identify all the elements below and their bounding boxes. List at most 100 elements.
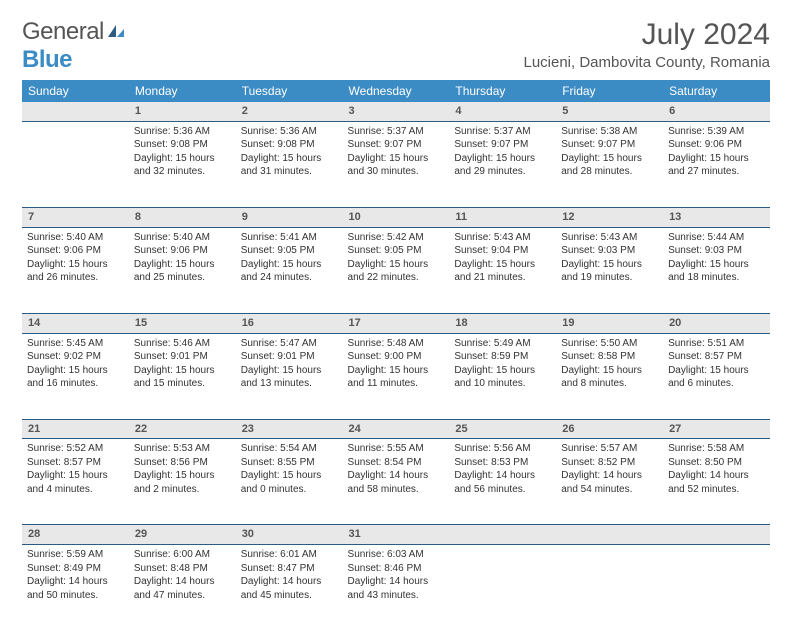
- day-number: 18: [449, 313, 556, 333]
- sunset-line: Sunset: 8:58 PM: [561, 350, 658, 364]
- sunrise-line: Sunrise: 5:40 AM: [27, 231, 124, 245]
- day-header-row: SundayMondayTuesdayWednesdayThursdayFrid…: [22, 80, 770, 102]
- sunrise-line: Sunrise: 5:50 AM: [561, 337, 658, 351]
- sunset-line: Sunset: 9:05 PM: [241, 244, 338, 258]
- daylight-line2: and 6 minutes.: [668, 377, 765, 391]
- sunset-line: Sunset: 9:01 PM: [241, 350, 338, 364]
- sunrise-line: Sunrise: 5:51 AM: [668, 337, 765, 351]
- calendar-table: SundayMondayTuesdayWednesdayThursdayFrid…: [22, 80, 770, 631]
- day-header: Friday: [556, 80, 663, 102]
- daylight-line1: Daylight: 15 hours: [454, 152, 551, 166]
- day-header: Tuesday: [236, 80, 343, 102]
- day-cell: Sunrise: 5:36 AMSunset: 9:08 PMDaylight:…: [236, 121, 343, 207]
- day-cell: [449, 545, 556, 631]
- week-row: Sunrise: 5:36 AMSunset: 9:08 PMDaylight:…: [22, 121, 770, 207]
- daylight-line1: Daylight: 15 hours: [348, 258, 445, 272]
- sunset-line: Sunset: 9:06 PM: [668, 138, 765, 152]
- daylight-line1: Daylight: 15 hours: [561, 258, 658, 272]
- daylight-line1: Daylight: 15 hours: [241, 258, 338, 272]
- daylight-line2: and 43 minutes.: [348, 589, 445, 603]
- daynum-row: 123456: [22, 102, 770, 121]
- day-header: Thursday: [449, 80, 556, 102]
- daylight-line1: Daylight: 15 hours: [668, 152, 765, 166]
- sunrise-line: Sunrise: 5:37 AM: [454, 125, 551, 139]
- sunset-line: Sunset: 8:48 PM: [134, 562, 231, 576]
- daylight-line2: and 26 minutes.: [27, 271, 124, 285]
- day-cell: Sunrise: 6:00 AMSunset: 8:48 PMDaylight:…: [129, 545, 236, 631]
- daylight-line1: Daylight: 15 hours: [454, 364, 551, 378]
- daylight-line2: and 29 minutes.: [454, 165, 551, 179]
- week-row: Sunrise: 5:40 AMSunset: 9:06 PMDaylight:…: [22, 227, 770, 313]
- day-cell: Sunrise: 5:50 AMSunset: 8:58 PMDaylight:…: [556, 333, 663, 419]
- sunrise-line: Sunrise: 5:53 AM: [134, 442, 231, 456]
- sunset-line: Sunset: 8:57 PM: [668, 350, 765, 364]
- daylight-line2: and 21 minutes.: [454, 271, 551, 285]
- sunrise-line: Sunrise: 5:41 AM: [241, 231, 338, 245]
- day-number: 9: [236, 207, 343, 227]
- sunset-line: Sunset: 9:05 PM: [348, 244, 445, 258]
- daylight-line2: and 28 minutes.: [561, 165, 658, 179]
- day-number: 20: [663, 313, 770, 333]
- sunrise-line: Sunrise: 6:00 AM: [134, 548, 231, 562]
- sunrise-line: Sunrise: 5:38 AM: [561, 125, 658, 139]
- day-number: 8: [129, 207, 236, 227]
- sunrise-line: Sunrise: 5:57 AM: [561, 442, 658, 456]
- sunset-line: Sunset: 8:47 PM: [241, 562, 338, 576]
- sunset-line: Sunset: 8:55 PM: [241, 456, 338, 470]
- sunset-line: Sunset: 9:07 PM: [561, 138, 658, 152]
- day-number: [556, 525, 663, 545]
- day-cell: Sunrise: 5:54 AMSunset: 8:55 PMDaylight:…: [236, 439, 343, 525]
- sunrise-line: Sunrise: 5:40 AM: [134, 231, 231, 245]
- daylight-line1: Daylight: 15 hours: [348, 152, 445, 166]
- day-number: 13: [663, 207, 770, 227]
- sunrise-line: Sunrise: 5:52 AM: [27, 442, 124, 456]
- day-cell: Sunrise: 5:40 AMSunset: 9:06 PMDaylight:…: [129, 227, 236, 313]
- day-number: 24: [343, 419, 450, 439]
- day-number: [449, 525, 556, 545]
- day-cell: Sunrise: 5:53 AMSunset: 8:56 PMDaylight:…: [129, 439, 236, 525]
- daylight-line1: Daylight: 14 hours: [668, 469, 765, 483]
- daylight-line1: Daylight: 14 hours: [454, 469, 551, 483]
- day-number: 30: [236, 525, 343, 545]
- sunset-line: Sunset: 9:02 PM: [27, 350, 124, 364]
- day-number: 22: [129, 419, 236, 439]
- daylight-line1: Daylight: 15 hours: [27, 364, 124, 378]
- day-cell: Sunrise: 5:46 AMSunset: 9:01 PMDaylight:…: [129, 333, 236, 419]
- sunset-line: Sunset: 8:53 PM: [454, 456, 551, 470]
- daylight-line2: and 50 minutes.: [27, 589, 124, 603]
- sunset-line: Sunset: 9:03 PM: [668, 244, 765, 258]
- daylight-line2: and 18 minutes.: [668, 271, 765, 285]
- day-header: Saturday: [663, 80, 770, 102]
- day-cell: Sunrise: 5:41 AMSunset: 9:05 PMDaylight:…: [236, 227, 343, 313]
- daylight-line2: and 56 minutes.: [454, 483, 551, 497]
- sunset-line: Sunset: 9:07 PM: [454, 138, 551, 152]
- daylight-line1: Daylight: 14 hours: [348, 469, 445, 483]
- sunrise-line: Sunrise: 5:46 AM: [134, 337, 231, 351]
- day-number: 14: [22, 313, 129, 333]
- daylight-line1: Daylight: 15 hours: [241, 469, 338, 483]
- sunrise-line: Sunrise: 5:55 AM: [348, 442, 445, 456]
- day-number: 17: [343, 313, 450, 333]
- daylight-line1: Daylight: 14 hours: [27, 575, 124, 589]
- sunset-line: Sunset: 8:54 PM: [348, 456, 445, 470]
- sunrise-line: Sunrise: 5:44 AM: [668, 231, 765, 245]
- header: GeneralBlue July 2024 Lucieni, Dambovita…: [22, 18, 770, 74]
- sunrise-line: Sunrise: 5:43 AM: [454, 231, 551, 245]
- day-cell: Sunrise: 5:47 AMSunset: 9:01 PMDaylight:…: [236, 333, 343, 419]
- logo: GeneralBlue: [22, 18, 126, 74]
- daylight-line2: and 13 minutes.: [241, 377, 338, 391]
- daylight-line1: Daylight: 15 hours: [134, 469, 231, 483]
- sunset-line: Sunset: 9:03 PM: [561, 244, 658, 258]
- daylight-line2: and 25 minutes.: [134, 271, 231, 285]
- week-row: Sunrise: 5:45 AMSunset: 9:02 PMDaylight:…: [22, 333, 770, 419]
- daylight-line1: Daylight: 14 hours: [241, 575, 338, 589]
- day-cell: Sunrise: 5:36 AMSunset: 9:08 PMDaylight:…: [129, 121, 236, 207]
- day-cell: Sunrise: 5:37 AMSunset: 9:07 PMDaylight:…: [449, 121, 556, 207]
- day-cell: [22, 121, 129, 207]
- daylight-line2: and 8 minutes.: [561, 377, 658, 391]
- sunrise-line: Sunrise: 5:48 AM: [348, 337, 445, 351]
- title-block: July 2024 Lucieni, Dambovita County, Rom…: [523, 18, 770, 71]
- month-title: July 2024: [523, 18, 770, 52]
- sunrise-line: Sunrise: 5:54 AM: [241, 442, 338, 456]
- daylight-line1: Daylight: 15 hours: [241, 364, 338, 378]
